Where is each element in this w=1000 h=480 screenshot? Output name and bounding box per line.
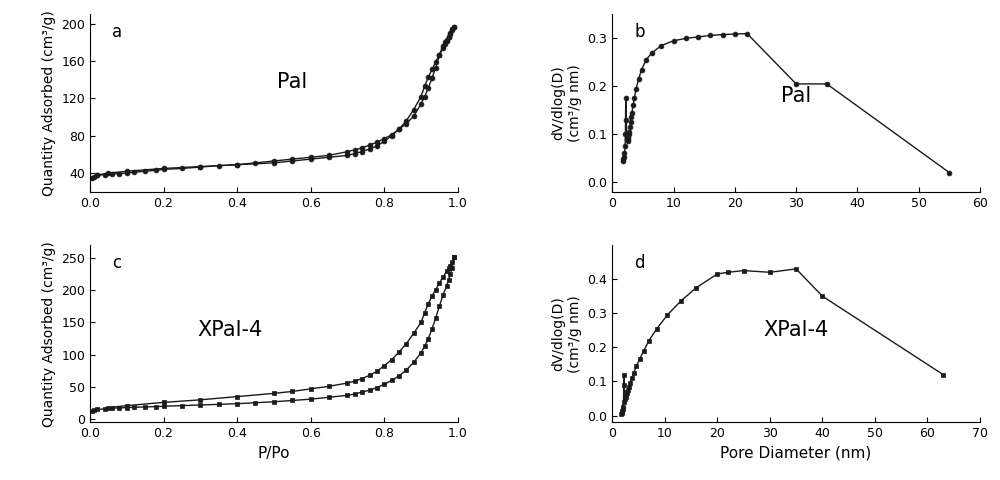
Text: a: a xyxy=(112,23,122,41)
X-axis label: Pore Diameter (nm): Pore Diameter (nm) xyxy=(720,446,872,461)
Text: XPal-4: XPal-4 xyxy=(197,320,262,340)
Text: c: c xyxy=(112,254,121,272)
Text: XPal-4: XPal-4 xyxy=(763,320,829,340)
Text: b: b xyxy=(634,23,645,41)
X-axis label: P/Po: P/Po xyxy=(258,446,290,461)
Y-axis label: dV/dlog(D)
(cm³/g nm): dV/dlog(D) (cm³/g nm) xyxy=(552,64,582,142)
Y-axis label: dV/dlog(D)
(cm³/g nm): dV/dlog(D) (cm³/g nm) xyxy=(552,295,582,372)
Y-axis label: Quantity Adsorbed (cm³/g): Quantity Adsorbed (cm³/g) xyxy=(42,10,56,196)
Text: Pal: Pal xyxy=(781,86,811,106)
Y-axis label: Quantity Adsorbed (cm³/g): Quantity Adsorbed (cm³/g) xyxy=(42,241,56,427)
Text: d: d xyxy=(634,254,645,272)
Text: Pal: Pal xyxy=(277,72,307,92)
